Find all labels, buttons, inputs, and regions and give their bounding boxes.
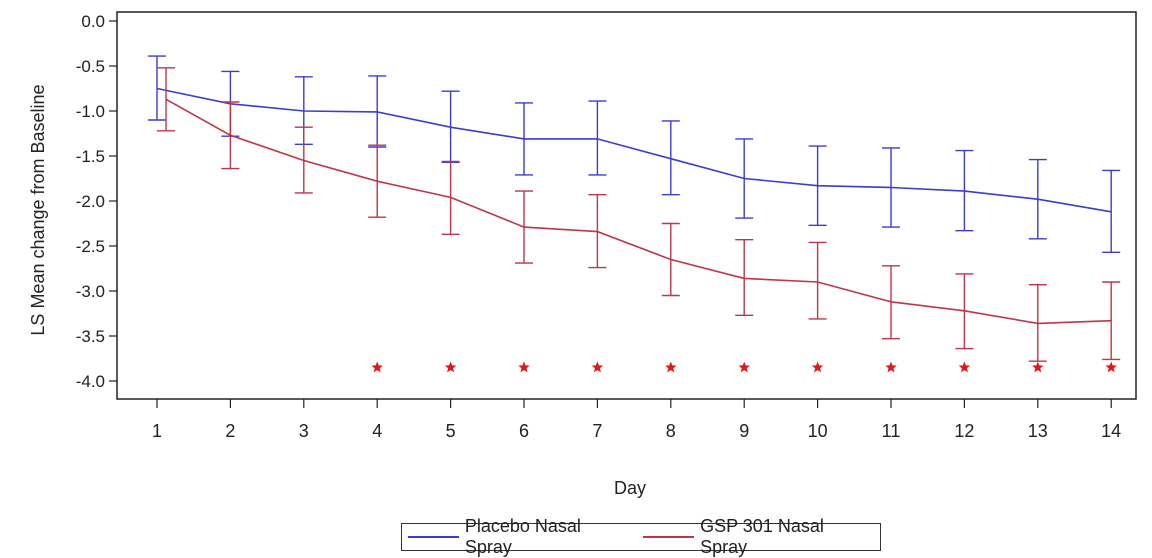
y-tick-label: -1.0	[76, 102, 105, 121]
legend-item-gsp301: GSP 301 Nasal Spray	[643, 516, 872, 558]
x-tick-label: 8	[666, 421, 676, 441]
significance-star	[885, 362, 896, 373]
x-tick-label: 5	[446, 421, 456, 441]
x-tick-label: 9	[739, 421, 749, 441]
x-tick-label: 7	[592, 421, 602, 441]
y-tick-label: -2.5	[76, 237, 105, 256]
significance-star	[812, 362, 823, 373]
y-tick-label: 0.0	[81, 12, 105, 31]
series-gsp301	[157, 68, 1120, 361]
y-tick-label: -0.5	[76, 57, 105, 76]
legend-label-placebo: Placebo Nasal Spray	[465, 516, 629, 558]
significance-star	[665, 362, 676, 373]
significance-star	[1032, 362, 1043, 373]
x-tick-label: 3	[299, 421, 309, 441]
y-tick-label: -1.5	[76, 147, 105, 166]
x-tick-label: 13	[1028, 421, 1048, 441]
significance-star	[959, 362, 970, 373]
significance-star	[1105, 362, 1116, 373]
y-axis-label-container: LS Mean change from Baseline	[8, 70, 68, 350]
series-layer	[148, 56, 1120, 361]
significance-star	[445, 362, 456, 373]
x-tick-label: 14	[1101, 421, 1121, 441]
y-tick-label: -2.0	[76, 192, 105, 211]
x-tick-label: 12	[954, 421, 974, 441]
significance-star	[738, 362, 749, 373]
x-tick-label: 4	[372, 421, 382, 441]
y-tick-label: -3.0	[76, 282, 105, 301]
y-tick-label: -3.5	[76, 327, 105, 346]
y-tick-label: -4.0	[76, 372, 105, 391]
plot-frame	[117, 12, 1136, 399]
series-line	[166, 99, 1111, 323]
legend-item-placebo: Placebo Nasal Spray	[408, 516, 629, 558]
x-axis-label: Day	[600, 478, 660, 499]
x-tick-label: 10	[808, 421, 828, 441]
legend-swatch-placebo	[408, 536, 459, 538]
x-tick-label: 1	[152, 421, 162, 441]
x-tick-label: 2	[225, 421, 235, 441]
y-axis-label: LS Mean change from Baseline	[28, 70, 48, 350]
x-tick-label: 11	[882, 421, 901, 441]
significance-star	[592, 362, 603, 373]
significance-star	[371, 362, 382, 373]
x-tick-label: 6	[519, 421, 529, 441]
legend-label-gsp301: GSP 301 Nasal Spray	[700, 516, 872, 558]
legend-swatch-gsp301	[643, 536, 694, 538]
legend: Placebo Nasal Spray GSP 301 Nasal Spray	[401, 523, 881, 551]
series-placebo	[148, 56, 1120, 252]
significance-markers	[371, 362, 1116, 373]
significance-star	[518, 362, 529, 373]
